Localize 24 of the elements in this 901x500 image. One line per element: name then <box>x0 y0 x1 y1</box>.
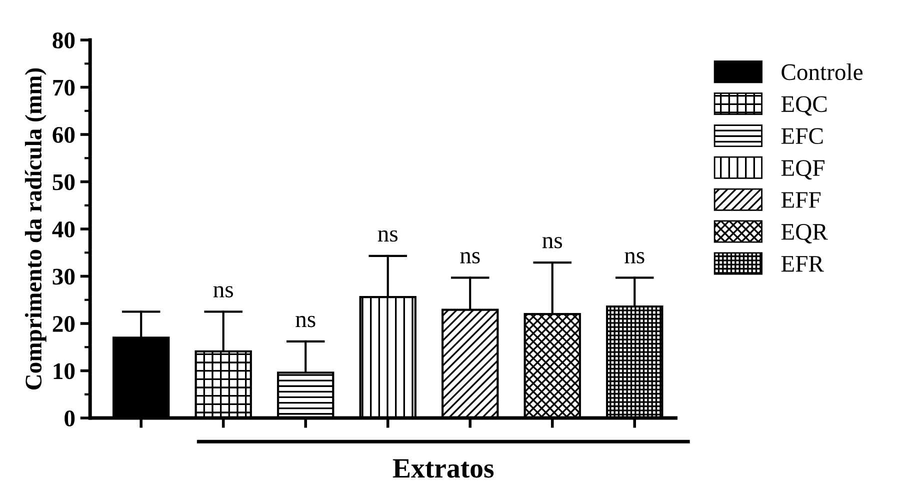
y-tick-label: 80 <box>52 32 75 48</box>
annotation: ns <box>460 252 480 264</box>
annotation: ns <box>542 236 562 248</box>
legend-label: Controle <box>782 64 862 80</box>
y-tick-label: 40 <box>52 221 75 238</box>
y-tick-label: 20 <box>52 316 75 332</box>
y-tick-label: 10 <box>54 363 75 380</box>
legend-label: EFC <box>781 128 823 144</box>
x-axis-title: Extratos <box>392 459 494 478</box>
annotation: ns <box>624 252 644 264</box>
annotation: ns <box>296 316 316 328</box>
y-tick-label: 30 <box>52 268 75 285</box>
y-tick-label: 70 <box>53 80 75 96</box>
legend-label: EQF <box>781 160 824 180</box>
legend-label: EQC <box>781 96 827 116</box>
y-tick-label: 60 <box>52 126 75 143</box>
annotation: ns <box>213 286 233 298</box>
y-tick-label: 0 <box>64 410 75 426</box>
y-tick-label: 50 <box>52 174 75 190</box>
legend-label: EFR <box>781 256 824 272</box>
legend-label: EQR <box>781 224 828 244</box>
legend-label: EFF <box>781 192 821 208</box>
y-axis-title: Comprimento da radícula (mm) <box>24 68 46 390</box>
annotation: ns <box>378 230 398 242</box>
